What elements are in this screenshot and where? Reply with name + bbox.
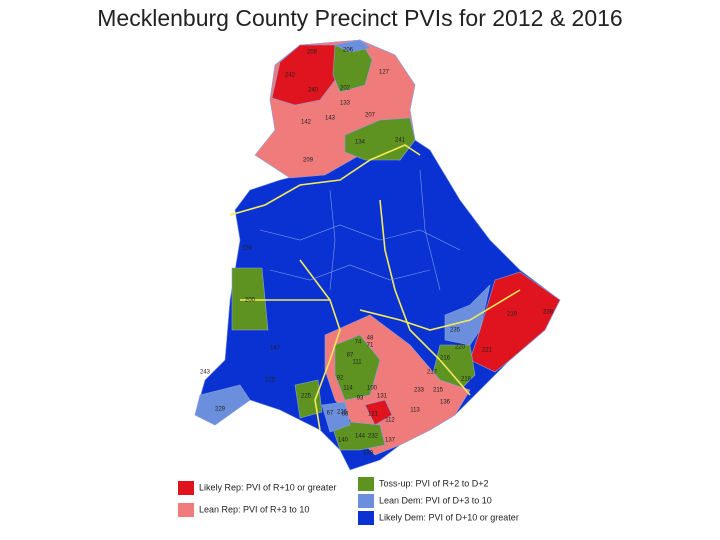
precinct-label: 93 (357, 396, 364, 402)
precinct-label: 200 (245, 298, 256, 304)
precinct-label: 133 (340, 101, 351, 107)
precinct-label: 235 (450, 328, 461, 334)
legend-swatch (178, 503, 194, 517)
precinct-label: 241 (395, 138, 406, 144)
precinct-label: 48 (367, 336, 374, 342)
precinct-label: 68 (342, 412, 349, 418)
precinct-label: 140 (338, 438, 349, 444)
legend-label: Toss-up: PVI of R+2 to D+2 (379, 478, 489, 488)
precinct-label: 217 (427, 370, 438, 376)
precinct-label: 134 (355, 140, 366, 146)
precinct-label: 144 (355, 434, 366, 440)
precinct-label: 243 (200, 370, 211, 376)
precinct-label: 67 (327, 411, 334, 417)
district-border (299, 259, 341, 431)
district-border (379, 199, 471, 396)
precinct-label: 216 (440, 356, 451, 362)
south-lean-dem (321, 401, 351, 433)
county-map (194, 39, 561, 471)
precinct-label: 218 (461, 377, 472, 383)
precinct-label: 100 (367, 386, 378, 392)
precinct-border (419, 169, 441, 291)
precinct-label: 131 (377, 394, 388, 400)
south-likely-rep (364, 399, 393, 426)
precinct-label: 127 (379, 70, 390, 76)
legend-swatch (358, 511, 374, 525)
precinct-label: 122 (265, 378, 276, 384)
southwest-lean-dem (194, 384, 251, 426)
precinct-label: 238 (543, 310, 554, 316)
precinct-label: 92 (337, 376, 344, 382)
south-toss-up (334, 334, 381, 401)
precinct-label: 219 (507, 312, 518, 318)
precinct-label: 136 (440, 400, 451, 406)
legend-label: Lean Dem: PVI of D+3 to 10 (379, 495, 492, 505)
precinct-label: 111 (352, 360, 362, 366)
southwest-toss-up (294, 379, 323, 419)
slide-title: Mecklenburg County Precinct PVIs for 201… (97, 5, 622, 31)
precinct-label: 240 (308, 88, 319, 94)
north-lean-dem (334, 39, 371, 53)
legend-swatch (358, 494, 374, 508)
east-lean-dem (444, 284, 491, 346)
north-likely-rep (271, 44, 336, 106)
precinct-border (259, 224, 461, 251)
east-likely-rep (469, 271, 561, 373)
precinct-label: 113 (410, 408, 420, 414)
legend-label: Likely Rep: PVI of R+10 or greater (199, 482, 336, 492)
precinct-label: 137 (385, 438, 396, 444)
district-border (359, 289, 521, 331)
precinct-label: 71 (367, 343, 374, 349)
precinct-label: 202 (340, 86, 351, 92)
legend: Likely Rep: PVI of R+10 or greater Lean R… (178, 477, 519, 525)
precinct-label: 215 (433, 388, 444, 394)
precinct-label: 143 (325, 116, 336, 122)
precinct-label: 208 (307, 50, 318, 56)
precinct-label: 121 (368, 412, 379, 418)
precinct-label: 221 (482, 348, 493, 354)
precinct-label: 209 (303, 158, 314, 164)
north-toss-up-2 (344, 117, 416, 161)
precinct-label: 242 (285, 73, 296, 79)
west-toss-up (231, 267, 269, 331)
precinct-label: 147 (270, 346, 281, 352)
precinct-border (269, 264, 431, 281)
precinct-label: 225 (301, 394, 312, 400)
precinct-label: 114 (343, 386, 353, 392)
precinct-label: 207 (365, 113, 376, 119)
precinct-label: 232 (368, 434, 379, 440)
precinct-label: 229 (215, 407, 226, 413)
precinct-label: 233 (414, 388, 425, 394)
precinct-label: 74 (355, 340, 362, 346)
precinct-label: 112 (385, 418, 395, 424)
district-border (229, 144, 421, 216)
precinct-border (329, 189, 336, 291)
precinct-label: 87 (347, 353, 354, 359)
precinct-label: 224 (242, 246, 253, 252)
precinct-label: 139 (363, 451, 374, 457)
precinct-labels: 208 206 242 202 127 240 133 142 143 207 134 241 209 2… (200, 48, 554, 457)
precinct-label: 220 (455, 345, 466, 351)
precinct-label: 142 (301, 120, 312, 126)
legend-swatch (358, 477, 374, 491)
precinct-label: 206 (343, 48, 354, 54)
legend-label: Lean Rep: PVI of R+3 to 10 (199, 504, 309, 514)
legend-swatch (178, 481, 194, 495)
legend-label: Likely Dem: PVI of D+10 or greater (379, 512, 519, 522)
precinct-label: 226 (337, 410, 348, 416)
